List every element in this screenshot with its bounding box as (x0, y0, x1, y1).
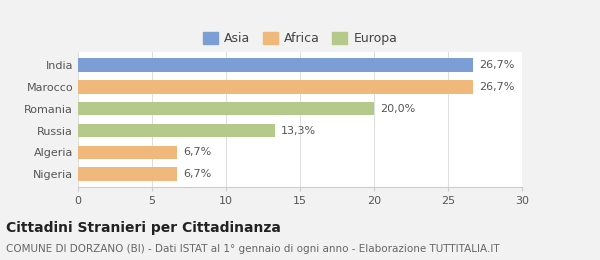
Bar (78, 102, 374, 115)
Text: Cittadini Stranieri per Cittadinanza: Cittadini Stranieri per Cittadinanza (6, 221, 281, 235)
Text: 13,3%: 13,3% (281, 126, 316, 135)
Bar (78, 124, 275, 137)
Text: 26,7%: 26,7% (479, 60, 514, 70)
Bar (78, 58, 473, 72)
Bar (78, 146, 177, 159)
Legend: Asia, Africa, Europa: Asia, Africa, Europa (199, 29, 401, 49)
Bar (78, 167, 177, 181)
Text: 6,7%: 6,7% (183, 147, 211, 157)
Text: 26,7%: 26,7% (479, 82, 514, 92)
Text: 6,7%: 6,7% (183, 169, 211, 179)
Bar (78, 80, 473, 94)
Text: COMUNE DI DORZANO (BI) - Dati ISTAT al 1° gennaio di ogni anno - Elaborazione TU: COMUNE DI DORZANO (BI) - Dati ISTAT al 1… (6, 244, 500, 254)
Text: 20,0%: 20,0% (380, 104, 415, 114)
